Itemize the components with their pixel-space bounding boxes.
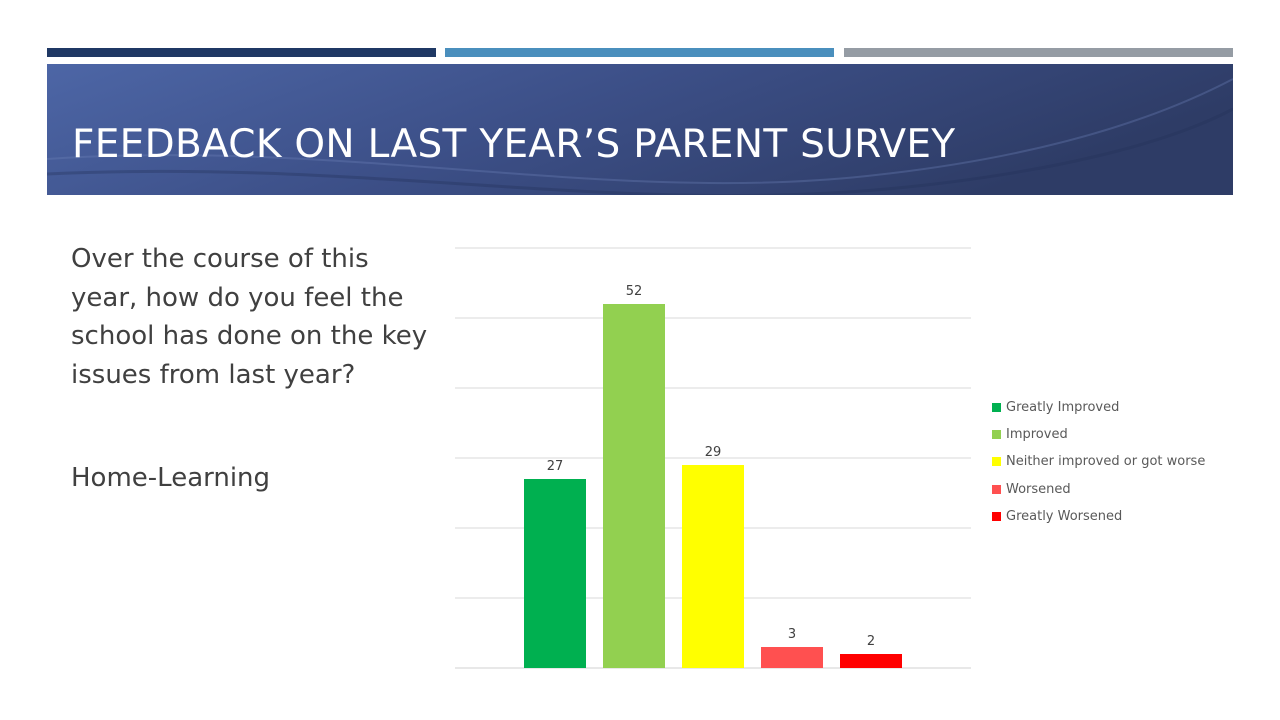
slide-title: FEEDBACK ON LAST YEAR’S PARENT SURVEY bbox=[72, 122, 956, 167]
legend-swatch bbox=[992, 511, 1001, 521]
data-label: 27 bbox=[547, 459, 564, 474]
data-label: 3 bbox=[788, 627, 796, 642]
legend-swatch bbox=[992, 403, 1001, 413]
chart-legend: Greatly Improved Improved Neither improved… bbox=[992, 394, 1205, 530]
legend-label: Greatly Worsened bbox=[1006, 508, 1123, 524]
legend-label: Improved bbox=[1006, 427, 1068, 443]
data-label: 52 bbox=[626, 284, 643, 299]
legend-swatch bbox=[992, 484, 1001, 494]
banner-background bbox=[47, 64, 1233, 195]
data-label: 2 bbox=[867, 634, 875, 649]
legend-item: Worsened bbox=[992, 476, 1205, 503]
legend-swatch bbox=[992, 430, 1001, 440]
legend-item: Improved bbox=[992, 421, 1205, 448]
accent-bar-dark bbox=[47, 48, 436, 57]
survey-topic: Home-Learning bbox=[71, 463, 271, 493]
legend-item: Greatly Worsened bbox=[992, 503, 1205, 530]
accent-bar-gray bbox=[844, 48, 1233, 57]
accent-bar-blue bbox=[445, 48, 834, 57]
data-label: 29 bbox=[705, 445, 722, 460]
bar-worsened bbox=[761, 647, 823, 668]
survey-question: Over the course of this year, how do you… bbox=[71, 244, 428, 390]
legend-item: Greatly Improved bbox=[992, 394, 1205, 421]
legend-swatch bbox=[992, 457, 1001, 467]
bar-greatly-worsened bbox=[840, 654, 902, 668]
bar-neither-improved-or-got-worse bbox=[682, 465, 744, 668]
legend-label: Greatly Improved bbox=[1006, 400, 1120, 416]
legend-item: Neither improved or got worse bbox=[992, 448, 1205, 475]
legend-label: Worsened bbox=[1006, 481, 1071, 497]
legend-label: Neither improved or got worse bbox=[1006, 454, 1206, 470]
title-banner: FEEDBACK ON LAST YEAR’S PARENT SURVEY bbox=[47, 64, 1233, 195]
bar-improved bbox=[603, 304, 665, 668]
bar-greatly-improved bbox=[524, 479, 586, 668]
